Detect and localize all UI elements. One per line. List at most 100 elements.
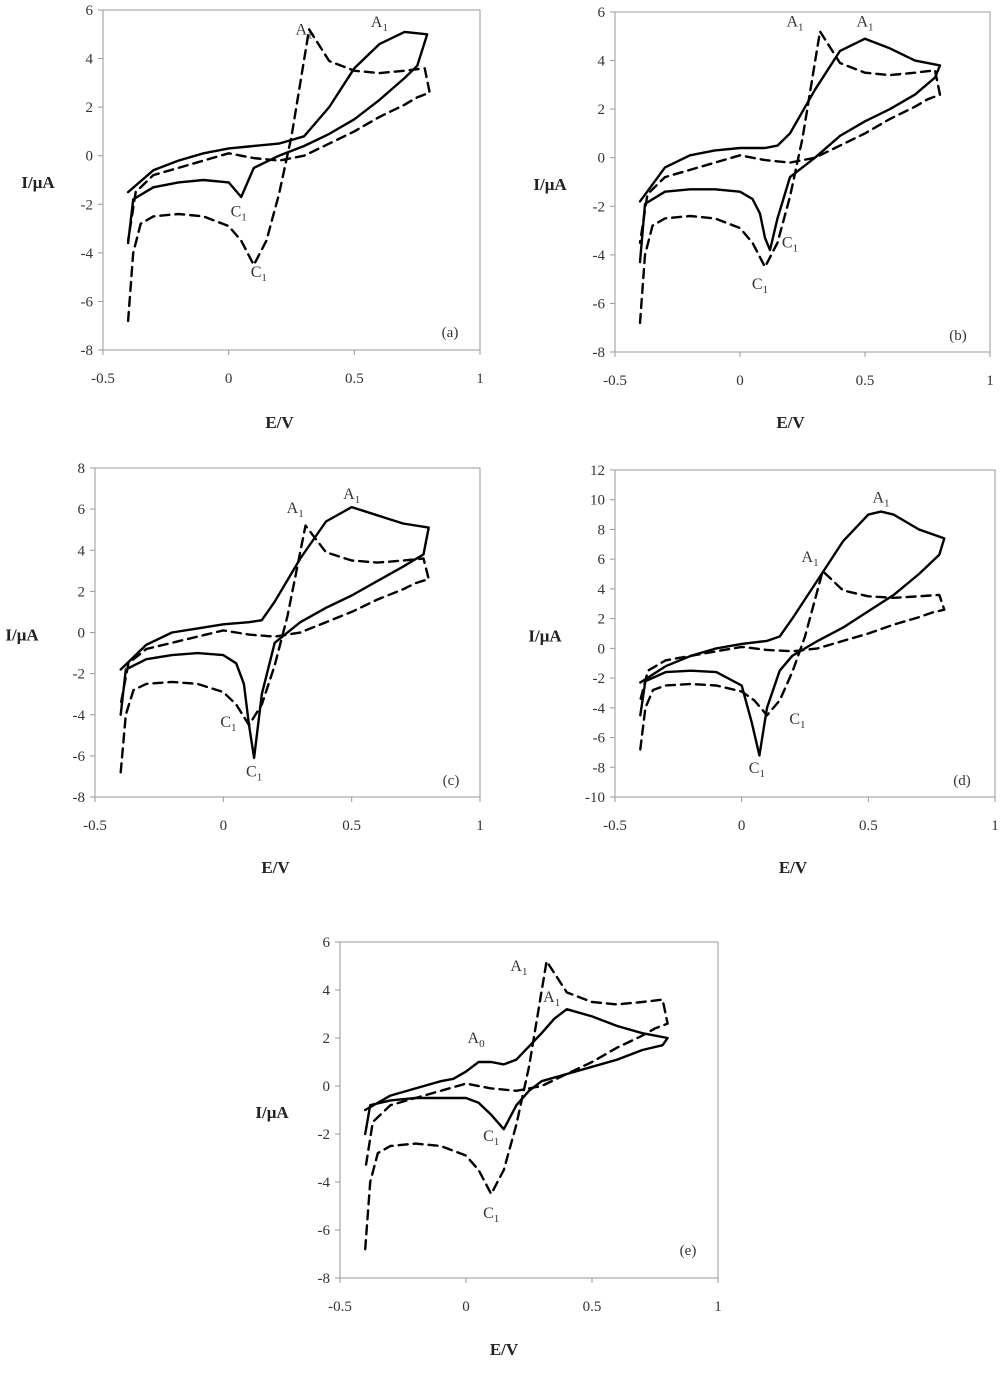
y-axis-label: I/μA xyxy=(528,627,562,646)
x-tick-label: -0.5 xyxy=(603,818,627,834)
y-tick-label: -8 xyxy=(73,790,86,806)
y-axis-label: I/μA xyxy=(21,173,55,192)
y-tick-label: -8 xyxy=(318,1271,331,1287)
y-tick-label: -4 xyxy=(593,701,606,717)
cv-panel-b: -8 -6 -4 -2 0 2 4 6 -0.5 0 0.5 1 I/μA E/V A1 A1 C1 C1 (b) xyxy=(533,5,993,432)
peak-label: A1 xyxy=(296,21,313,41)
plot-frame xyxy=(339,941,719,1279)
x-axis-label: E/V xyxy=(776,413,805,432)
y-tick-label: 6 xyxy=(86,3,94,19)
y-tick-label: -6 xyxy=(318,1223,331,1239)
x-tick-label: 0 xyxy=(736,373,744,389)
y-tick-label: -2 xyxy=(593,199,606,215)
series-solid-curve xyxy=(364,1008,669,1136)
x-tick-label: 0 xyxy=(462,1299,470,1315)
y-tick-label: 0 xyxy=(323,1079,331,1095)
peak-label: C1 xyxy=(220,714,236,734)
panel-label: (d) xyxy=(953,773,971,789)
y-tick-label: -6 xyxy=(81,294,94,310)
peak-label: A1 xyxy=(343,486,360,506)
y-tick-label: 6 xyxy=(598,552,606,568)
plot-frame xyxy=(102,9,481,351)
peak-label: C1 xyxy=(246,763,262,783)
peak-label: A1 xyxy=(510,958,527,978)
y-tick-label: 0 xyxy=(86,149,94,165)
x-tick-label: 0.5 xyxy=(345,371,364,387)
y-tick-label: -6 xyxy=(593,296,606,312)
y-axis-label: I/μA xyxy=(5,626,39,645)
y-tick-label: 4 xyxy=(323,983,331,999)
series-solid-curve xyxy=(638,37,942,264)
x-tick-label: 1 xyxy=(476,371,484,387)
y-tick-label: -4 xyxy=(593,248,606,264)
peak-label: A1 xyxy=(786,14,803,34)
x-axis-label: E/V xyxy=(261,858,290,877)
series-solid-curve xyxy=(126,30,429,245)
peak-label: A1 xyxy=(856,14,873,34)
y-tick-label: 12 xyxy=(590,463,605,479)
y-tick-label: -8 xyxy=(81,343,94,359)
x-tick-label: 1 xyxy=(476,818,484,834)
x-tick-label: -0.5 xyxy=(328,1299,352,1315)
series-dashed-curve xyxy=(638,30,942,325)
x-tick-label: 0 xyxy=(225,371,233,387)
cv-panel-a: -8 -6 -4 -2 0 2 4 6 -0.5 0 0.5 1 I/μA E/V A1 A1 C1 C1 (a) xyxy=(21,3,483,432)
y-tick-label: -2 xyxy=(81,197,94,213)
y-tick-label: -6 xyxy=(73,749,86,765)
y-tick-label: -4 xyxy=(318,1175,331,1191)
y-tick-label: -8 xyxy=(593,345,606,361)
x-axis-label: E/V xyxy=(265,413,294,432)
x-tick-label: -0.5 xyxy=(91,371,115,387)
y-tick-label: 4 xyxy=(86,52,94,68)
plot-frame xyxy=(614,11,991,353)
y-tick-label: 2 xyxy=(78,584,86,600)
y-tick-label: -4 xyxy=(73,708,86,724)
peak-label: C1 xyxy=(752,276,768,296)
plot-frame xyxy=(614,469,996,798)
peak-label: C1 xyxy=(483,1128,499,1148)
y-tick-label: 6 xyxy=(323,935,331,951)
x-tick-label: 1 xyxy=(986,373,994,389)
y-tick-label: 6 xyxy=(598,5,606,21)
y-tick-label: -2 xyxy=(593,671,606,687)
cv-panel-e: -8 -6 -4 -2 0 2 4 6 -0.5 0 0.5 1 I/μA E/V A1 A1 A0 C1 C1 (e… xyxy=(255,935,721,1359)
peak-label: A0 xyxy=(468,1030,486,1050)
y-tick-label: 0 xyxy=(598,151,606,167)
y-tick-label: 2 xyxy=(598,102,606,118)
peak-label: A1 xyxy=(287,500,304,520)
x-tick-label: 0.5 xyxy=(342,818,361,834)
peak-label: A1 xyxy=(802,549,819,569)
y-tick-label: 2 xyxy=(323,1031,331,1047)
panel-label: (b) xyxy=(949,328,967,344)
y-tick-label: -2 xyxy=(73,667,86,683)
peak-label: C1 xyxy=(483,1205,499,1225)
peak-label: C1 xyxy=(251,264,267,284)
y-tick-label: 0 xyxy=(78,626,86,642)
y-tick-label: 4 xyxy=(78,543,86,559)
series-dashed-curve xyxy=(126,28,431,323)
series-dashed-curve xyxy=(639,569,946,751)
y-tick-label: 0 xyxy=(598,641,606,657)
x-tick-label: 0 xyxy=(738,818,746,834)
x-tick-label: 0.5 xyxy=(856,373,875,389)
series-solid-curve xyxy=(119,505,430,760)
y-tick-label: 6 xyxy=(78,502,86,518)
x-tick-label: 0.5 xyxy=(859,818,878,834)
panel-label: (a) xyxy=(442,325,459,341)
y-tick-label: 2 xyxy=(598,612,606,628)
x-tick-label: 0.5 xyxy=(583,1299,602,1315)
y-tick-label: 8 xyxy=(78,461,86,477)
y-tick-label: 2 xyxy=(86,100,94,116)
x-tick-label: -0.5 xyxy=(603,373,627,389)
peak-label: A1 xyxy=(543,989,560,1009)
x-tick-label: 1 xyxy=(714,1299,722,1315)
panel-label: (e) xyxy=(680,1243,697,1259)
peak-label: C1 xyxy=(782,235,798,255)
peak-label: C1 xyxy=(231,203,247,223)
y-tick-label: 4 xyxy=(598,582,606,598)
y-axis-label: I/μA xyxy=(255,1103,289,1122)
series-dashed-curve xyxy=(364,960,669,1251)
y-tick-label: -2 xyxy=(318,1127,331,1143)
x-tick-label: 1 xyxy=(991,818,999,834)
